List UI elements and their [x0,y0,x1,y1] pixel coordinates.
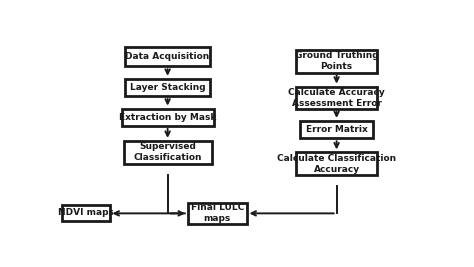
Text: Error Matrix: Error Matrix [306,125,367,134]
FancyBboxPatch shape [188,203,246,224]
Text: Data Acquisition: Data Acquisition [126,52,210,61]
Text: Extraction by Mask: Extraction by Mask [119,113,216,122]
FancyBboxPatch shape [122,109,213,126]
FancyBboxPatch shape [296,152,377,175]
Text: Final LULC
maps: Final LULC maps [191,203,244,223]
Text: Layer Stacking: Layer Stacking [130,83,205,92]
Text: Ground Truthing
Points: Ground Truthing Points [295,51,378,71]
FancyBboxPatch shape [125,47,210,66]
FancyBboxPatch shape [296,50,377,73]
Text: Supervised
Classification: Supervised Classification [133,142,202,162]
FancyBboxPatch shape [125,79,210,96]
FancyBboxPatch shape [300,121,374,138]
FancyBboxPatch shape [124,141,212,164]
FancyBboxPatch shape [296,87,377,109]
Text: NDVI maps: NDVI maps [58,209,114,217]
Text: Calculate Accuracy
Assessment Error: Calculate Accuracy Assessment Error [288,88,385,108]
Text: Calculate Classification
Accuracy: Calculate Classification Accuracy [277,154,396,174]
FancyBboxPatch shape [62,205,109,221]
